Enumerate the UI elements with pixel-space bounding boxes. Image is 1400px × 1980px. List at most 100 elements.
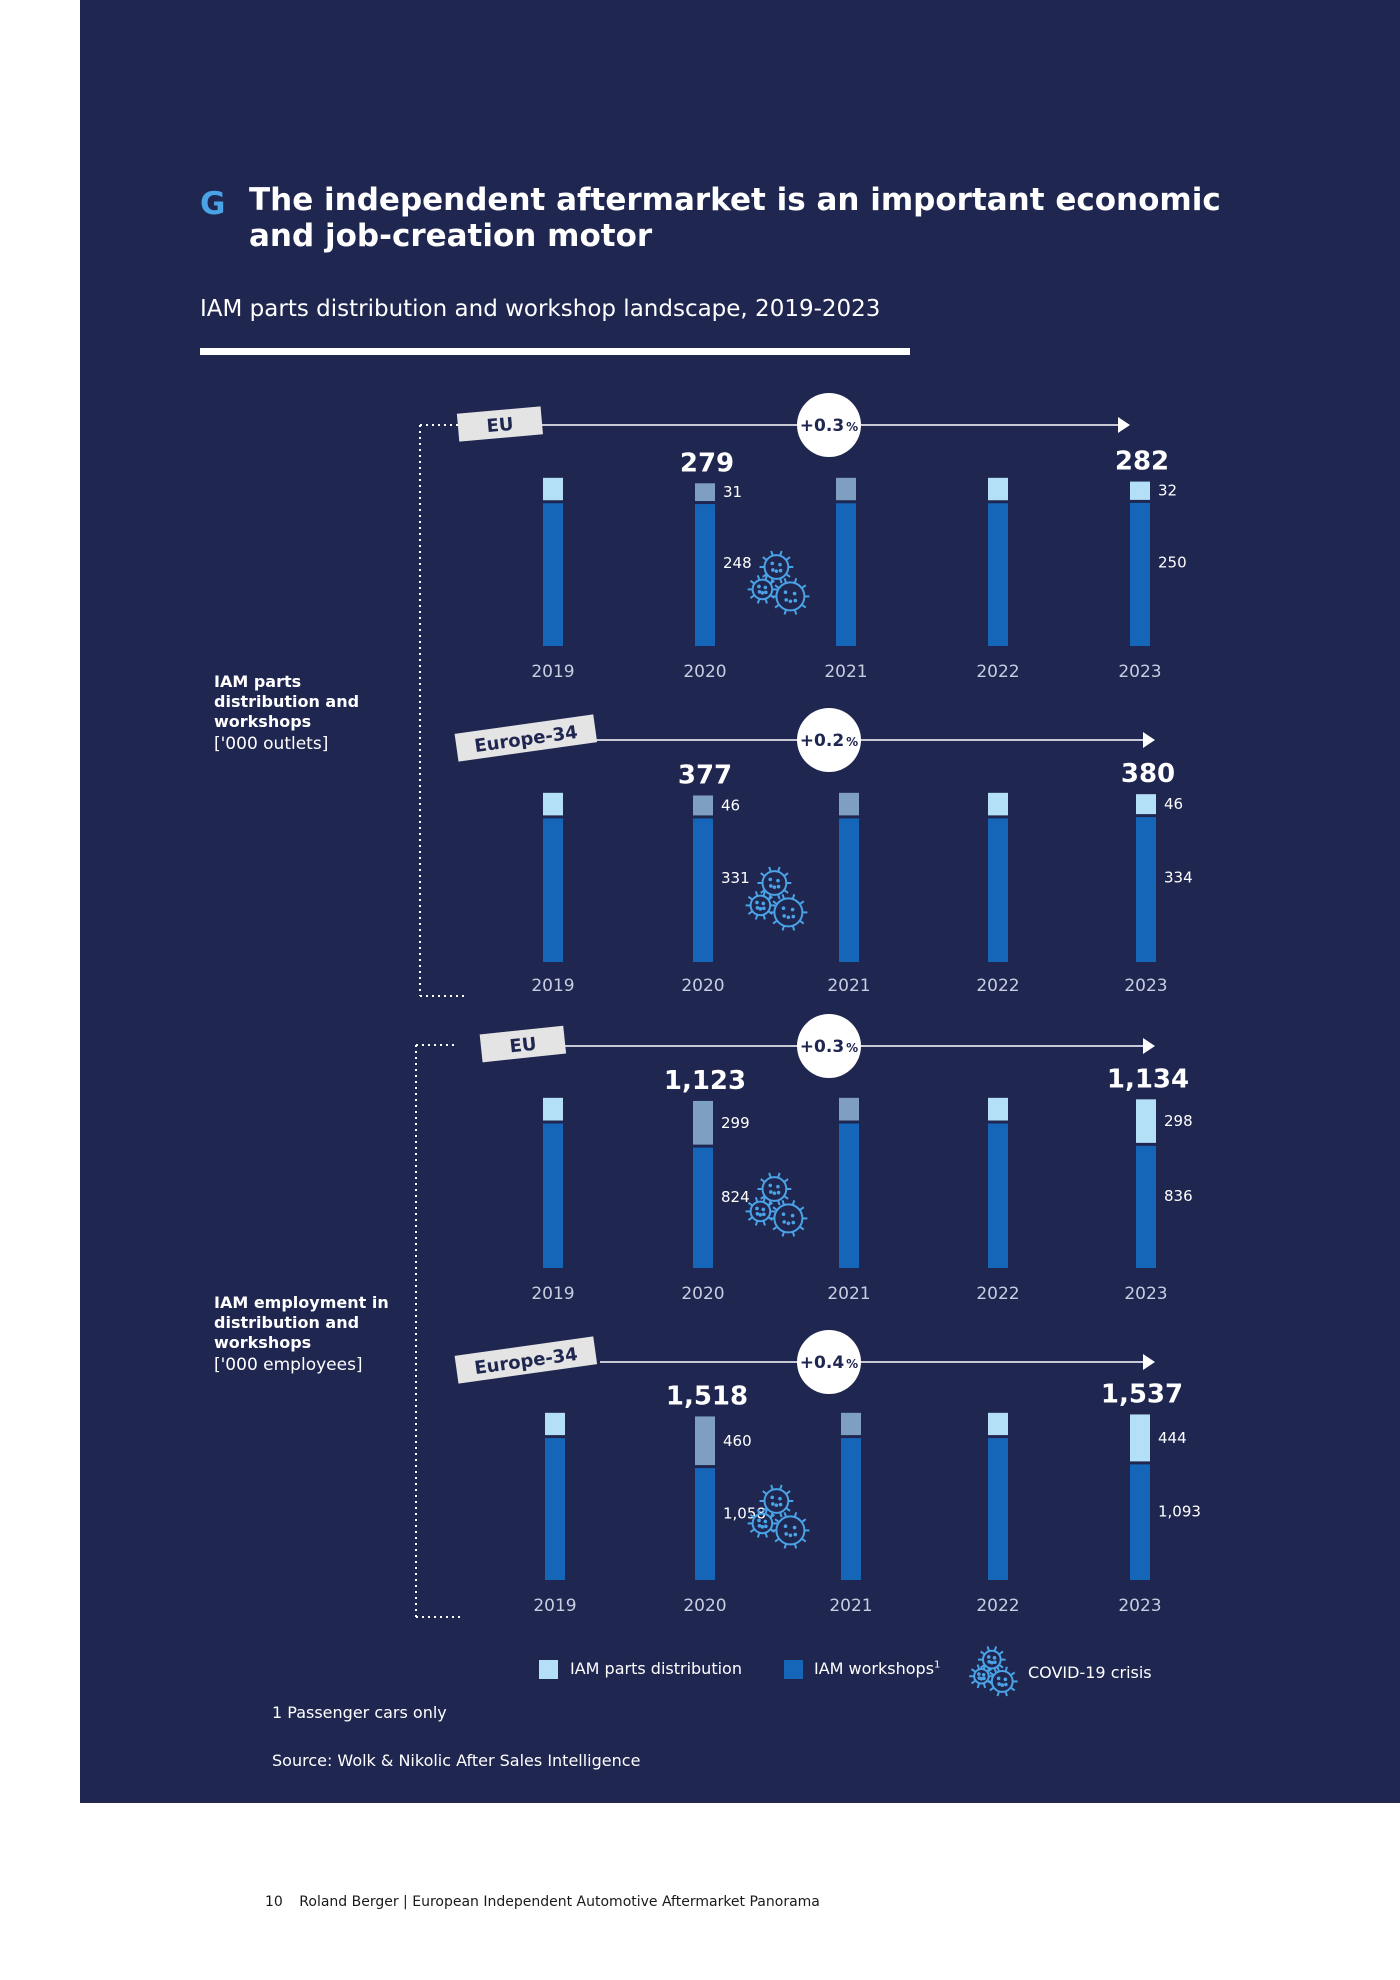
- category-label-2020: 2020: [683, 662, 726, 682]
- bar-parts-2020: [695, 1416, 715, 1466]
- covid-icon-a: [759, 550, 794, 584]
- covid-icon-a-dot: [770, 561, 775, 566]
- legend-virus-cluster-a-spike: [980, 1650, 986, 1656]
- covid-icon-c-dot: [786, 915, 791, 920]
- covid-icon-c-spike: [772, 1206, 778, 1211]
- bar-workshops-2021: [841, 1438, 861, 1580]
- legend-virus-cluster-b-dot: [977, 1672, 981, 1676]
- covid-icon-a-spike: [779, 578, 783, 584]
- covid-icon-c-spike: [799, 1225, 805, 1231]
- covid-icon-c-spike: [774, 1518, 780, 1523]
- category-label-2020: 2020: [681, 976, 724, 996]
- legend-virus-cluster-a-dot: [992, 1656, 997, 1660]
- covid-icon-b-spike: [762, 1197, 766, 1203]
- category-label-2019: 2019: [531, 662, 574, 682]
- covid-icon-c-body: [773, 1203, 804, 1234]
- group-label-employment: IAM employment in distribution and works…: [214, 1293, 404, 1375]
- covid-icon-a-spike: [760, 889, 766, 894]
- covid-icon-c-dot: [788, 1533, 793, 1538]
- legend-virus-cluster-c-spike: [996, 1691, 1000, 1697]
- covid-icon-c-dot: [790, 907, 795, 912]
- covid-icon-b-spike: [764, 575, 768, 581]
- legend: IAM parts distribution IAM workshops1 CO…: [0, 1640, 1400, 1700]
- covid-icon-b-dot: [758, 907, 763, 911]
- bar-workshops-2020: [695, 504, 715, 646]
- bar-workshops-2023: [1136, 817, 1156, 962]
- covid-icon-c: [771, 1512, 810, 1549]
- legend-virus-cluster-a-dot: [986, 1655, 991, 1659]
- covid-icon-a-spike: [777, 1200, 781, 1206]
- value-label-workshops-2023: 250: [1158, 553, 1187, 571]
- source-note: Source: Wolk & Nikolic After Sales Intel…: [272, 1751, 641, 1770]
- covid-icon-b-spike: [754, 1220, 759, 1226]
- category-label-2021: 2021: [827, 1284, 870, 1304]
- covid-icon-b-spike: [767, 1201, 773, 1207]
- legend-virus-cluster-c-spike: [1010, 1686, 1016, 1692]
- value-label-parts-2020: 460: [723, 1432, 752, 1450]
- region-tag-bg: [479, 1025, 567, 1063]
- category-label-2021: 2021: [829, 1596, 872, 1616]
- covid-icon-c-spike: [781, 1231, 786, 1237]
- covid-icon-c-spike: [774, 1537, 780, 1543]
- covid-icon: [745, 866, 808, 931]
- covid-icon-c-dot: [783, 590, 788, 594]
- bar-parts-2021: [839, 792, 859, 816]
- category-label-2019: 2019: [533, 1596, 576, 1616]
- value-label-workshops-2020: 331: [721, 869, 750, 887]
- covid-icon-c-spike: [772, 900, 778, 905]
- total-label-2023: 1,134: [1107, 1064, 1189, 1094]
- legend-virus-cluster-a-spike: [998, 1650, 1004, 1656]
- covid-icon-c-dot: [786, 1221, 791, 1226]
- legend-virus-cluster-c-spike: [1004, 1691, 1008, 1697]
- covid-icon-a-dot: [776, 1190, 781, 1195]
- bar-parts-2021: [836, 477, 856, 501]
- total-label-2020: 1,518: [666, 1381, 748, 1411]
- bar-workshops-2022: [988, 1123, 1008, 1268]
- bar-workshops-2020: [693, 818, 713, 962]
- covid-icon-c-spike: [793, 578, 798, 584]
- covid-icon-a-dot: [776, 878, 780, 883]
- covid-icon-c-spike: [791, 1200, 796, 1206]
- bar-workshops-2021: [839, 1123, 859, 1268]
- covid-icon-c-dot: [792, 591, 797, 596]
- covid-icon-c-spike: [781, 894, 786, 900]
- legend-virus-cluster-c-dot: [996, 1676, 1001, 1681]
- covid-icon-b-spike: [749, 594, 756, 599]
- covid-icon-a-spike: [777, 894, 781, 900]
- covid-icon-a-spike: [762, 573, 768, 578]
- category-label-2023: 2023: [1118, 662, 1161, 682]
- covid-icon-b-dot: [763, 585, 768, 590]
- category-label-2020: 2020: [681, 1284, 724, 1304]
- chart-panel-2: Europe-34 +0.2 % 2019 46 331 377 2020 2021 2022 46…: [454, 708, 1193, 996]
- covid-icon-c-spike: [781, 925, 786, 931]
- covid-icon-c-dot: [793, 1532, 798, 1537]
- covid-icon-a-spike: [768, 866, 772, 872]
- legend-label-parts: IAM parts distribution: [570, 1659, 742, 1678]
- legend-label-workshops: IAM workshops1: [814, 1659, 940, 1678]
- region-tag: EU: [479, 1025, 567, 1063]
- legend-virus-cluster-b-spike: [976, 1682, 981, 1689]
- legend-virus-cluster-b-dot: [977, 1676, 982, 1680]
- cagr-value: +0.3%: [800, 416, 858, 436]
- covid-icon-c-dot: [781, 1212, 786, 1216]
- legend-virus-cluster-a-spike: [986, 1646, 991, 1652]
- legend-footnote-marker: 1: [934, 1659, 941, 1671]
- group-label-employment-text: IAM employment in distribution and works…: [214, 1293, 389, 1352]
- legend-virus-cluster-b-spike: [982, 1664, 987, 1670]
- covid-icon-a-dot: [778, 562, 782, 567]
- covid-icon-b-spike: [769, 579, 775, 585]
- value-label-workshops-2023: 836: [1164, 1187, 1193, 1205]
- bar-parts-2023: [1136, 1099, 1156, 1143]
- covid-icon-b: [745, 891, 776, 920]
- covid-icon-b-dot: [761, 901, 766, 906]
- figure-letter: G: [200, 186, 226, 222]
- covid-icon-b-spike: [756, 598, 761, 604]
- legend-virus-cluster-c: [986, 1666, 1018, 1697]
- legend-virus-cluster-c-dot: [1004, 1682, 1008, 1687]
- growth-arrow-head: [1118, 417, 1130, 433]
- legend-virus-cluster-c-spike: [989, 1686, 995, 1692]
- covid-icon-c-dot: [788, 599, 793, 604]
- bar-workshops-2023: [1130, 1464, 1150, 1580]
- bar-workshops-2022: [988, 503, 1008, 646]
